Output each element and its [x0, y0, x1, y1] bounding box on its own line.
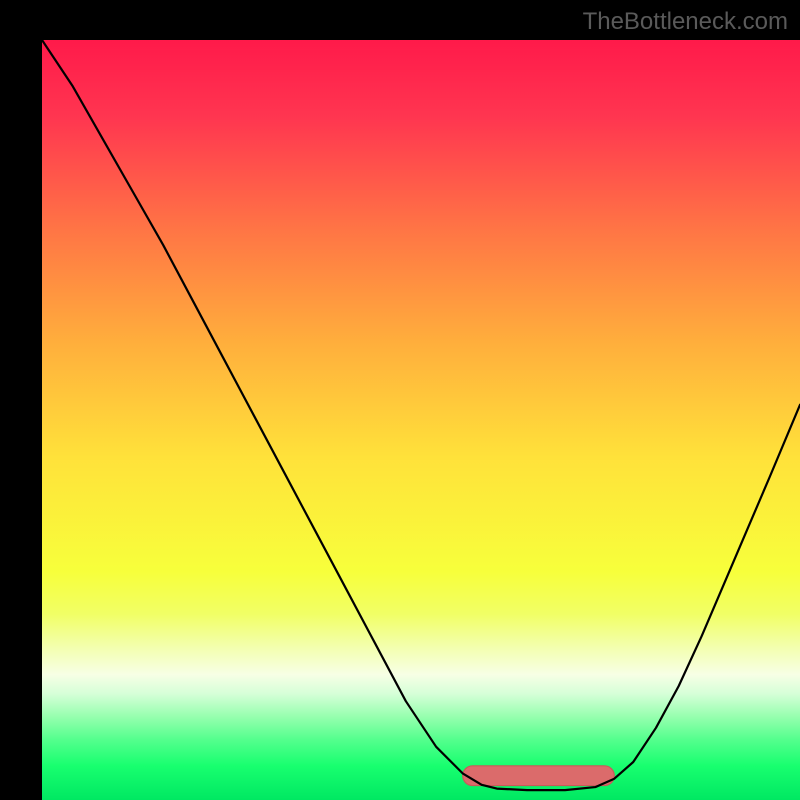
plot-area	[42, 40, 800, 800]
bottom-band	[463, 766, 615, 786]
watermark-text: TheBottleneck.com	[583, 8, 788, 36]
chart-container: TheBottleneck.com	[0, 0, 800, 800]
bottleneck-curve	[42, 40, 800, 790]
curve-overlay	[42, 40, 800, 800]
